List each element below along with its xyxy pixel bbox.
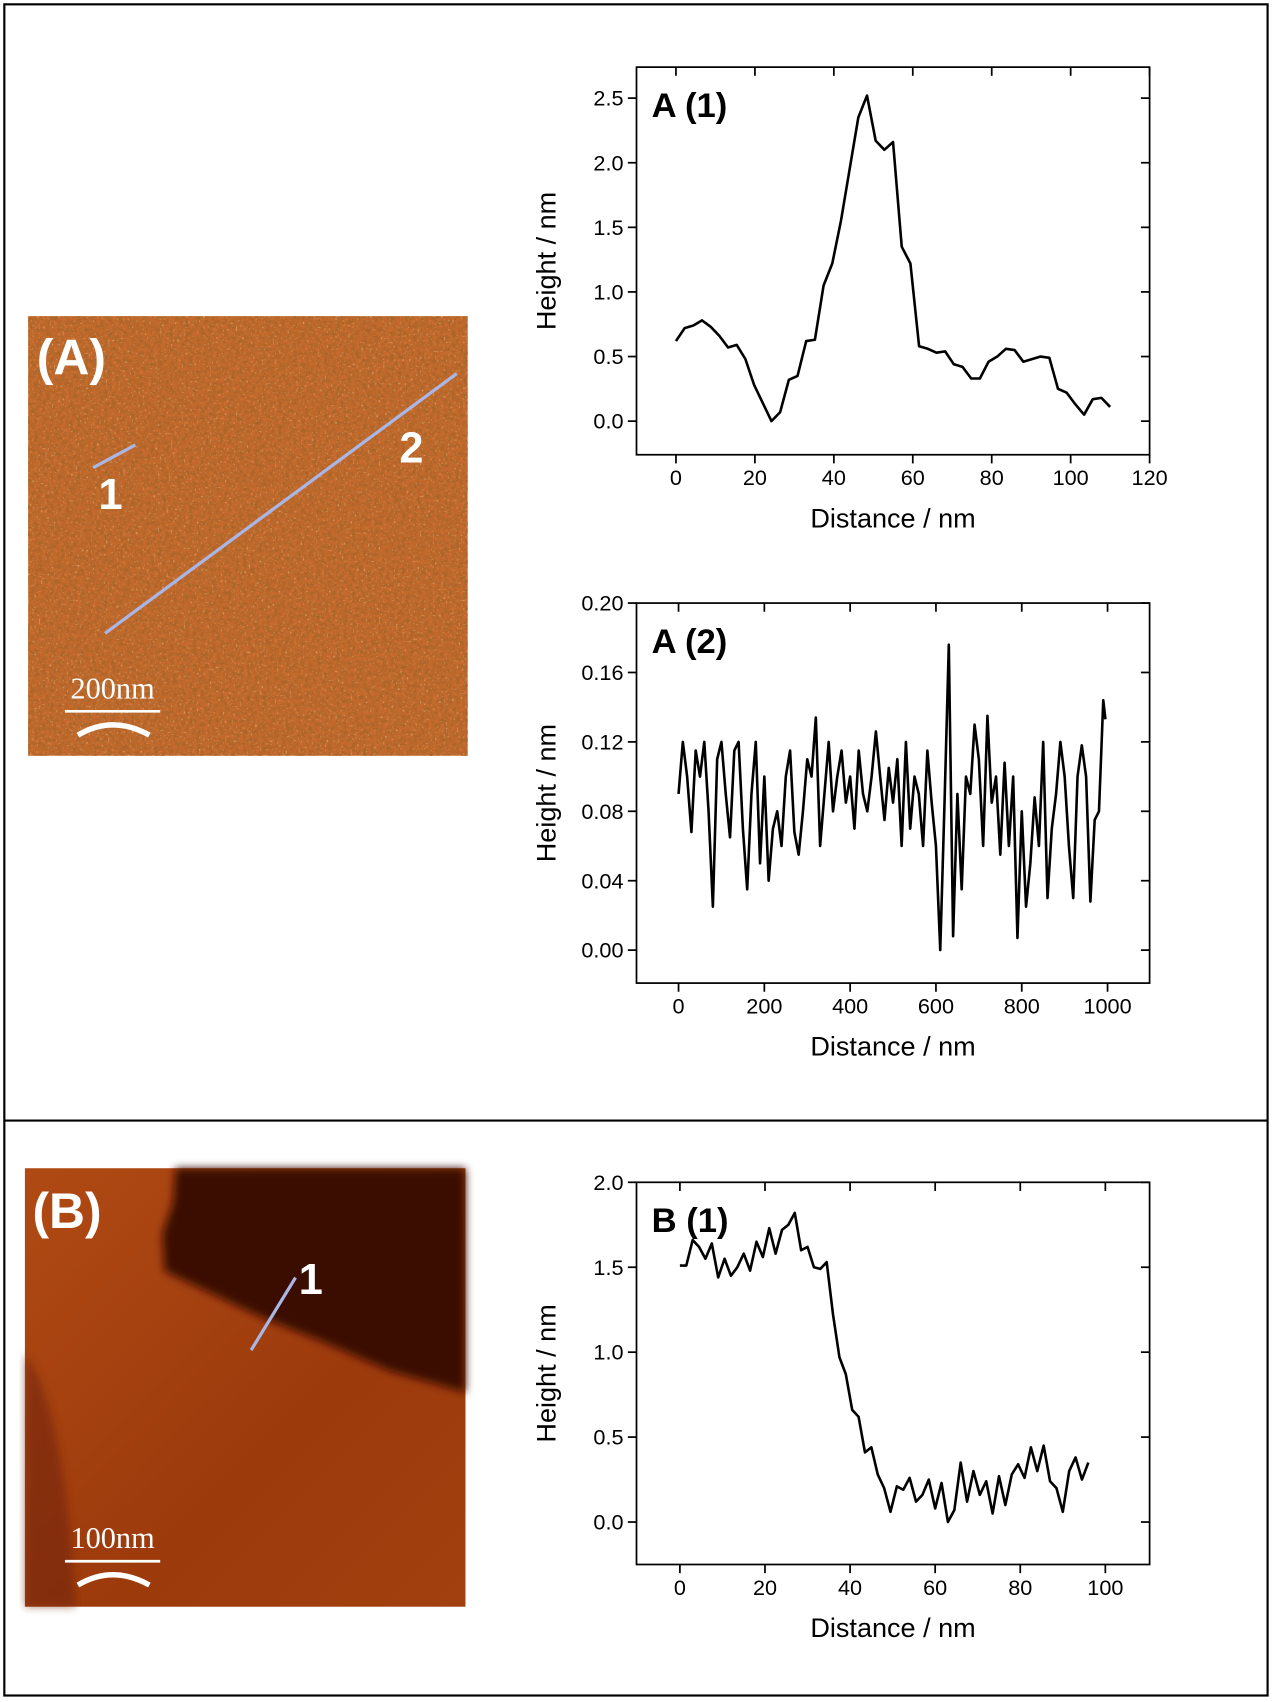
chart: 0 20 40 60 80 100 120 0.0 0.5 1.0 1.5 2.0 2.5 A (1) Di… — [531, 66, 1168, 533]
y-axis-label: Height / nm — [531, 1304, 561, 1442]
x-tick-label: 0 — [673, 993, 685, 1018]
data-line — [677, 643, 1107, 952]
x-tick-label: 800 — [1004, 993, 1040, 1018]
y-tick-label: 2.5 — [593, 86, 623, 111]
chart: 0 20 40 60 80 100 0.0 0.5 1.0 1.5 2.0 B (1) Distance… — [531, 1170, 1151, 1643]
y-tick-label: 1.5 — [593, 215, 623, 240]
x-tick-label: 400 — [832, 993, 868, 1018]
x-tick-label: 60 — [901, 465, 925, 490]
x-tick-label: 100 — [1087, 1575, 1123, 1600]
x-tick-label: 0 — [674, 1575, 686, 1600]
x-tick-label: 0 — [670, 465, 682, 490]
figure-border — [3, 3, 1269, 1697]
image-speckle — [28, 316, 468, 756]
x-tick-label: 100 — [1053, 465, 1089, 490]
scale-arc — [76, 722, 151, 738]
x-axis-label: Distance / nm — [810, 503, 975, 533]
x-tick-label: 600 — [918, 993, 954, 1018]
x-tick-label: 60 — [923, 1575, 947, 1600]
profile-line — [92, 443, 137, 470]
x-tick-label: 40 — [838, 1575, 862, 1600]
x-tick-label: 200 — [746, 993, 782, 1018]
y-axis-label: Height / nm — [531, 192, 561, 330]
y-tick-label: 0.0 — [593, 1510, 623, 1535]
y-tick-label: 0.20 — [581, 591, 623, 616]
y-tick-label: 0.04 — [581, 868, 623, 893]
y-tick-label: 0.16 — [581, 660, 623, 685]
afm-image-a: (A) 1 2 200nm — [28, 316, 468, 756]
y-tick-label: 0.5 — [593, 1425, 623, 1450]
profile-marker: 2 — [399, 424, 423, 472]
y-tick-label: 0.0 — [593, 409, 623, 434]
plot-frame — [635, 1181, 1151, 1566]
panel-title: A (2) — [652, 623, 728, 661]
y-tick-label: 0.5 — [593, 344, 623, 369]
x-axis-label: Distance / nm — [810, 1032, 975, 1062]
scale-arc — [76, 1572, 151, 1588]
image-terrace — [162, 1168, 466, 1393]
y-tick-label: 0.00 — [581, 938, 623, 963]
x-tick-label: 1000 — [1083, 993, 1131, 1018]
y-tick-label: 1.0 — [593, 280, 623, 305]
data-line — [679, 1211, 1090, 1524]
afm-image-b: (B) 1 100nm — [24, 1168, 466, 1607]
x-tick-label: 80 — [1008, 1575, 1032, 1600]
x-tick-label: 20 — [743, 465, 767, 490]
y-tick-label: 2.0 — [593, 150, 623, 175]
scale-bar-label: 100nm — [70, 1521, 155, 1555]
x-tick-label: 40 — [822, 465, 846, 490]
image-label: (B) — [32, 1183, 101, 1239]
y-tick-label: 2.0 — [593, 1170, 623, 1195]
y-tick-label: 1.5 — [593, 1255, 623, 1280]
panel-title: B (1) — [652, 1202, 729, 1240]
y-tick-label: 1.0 — [593, 1340, 623, 1365]
plot-frame — [635, 66, 1151, 456]
image-label: (A) — [37, 330, 106, 386]
plot-frame — [635, 602, 1151, 984]
x-axis-label: Distance / nm — [810, 1613, 975, 1643]
profile-line — [249, 1276, 297, 1351]
profile-marker: 1 — [99, 471, 123, 519]
panel-title: A (1) — [652, 87, 728, 125]
profile-marker: 1 — [299, 1256, 323, 1304]
x-tick-label: 80 — [980, 465, 1004, 490]
y-tick-label: 0.12 — [581, 729, 623, 754]
scale-bar-label: 200nm — [70, 671, 155, 705]
data-line — [674, 94, 1112, 423]
profile-line — [104, 372, 458, 635]
image-shadow — [24, 1353, 76, 1607]
y-tick-label: 0.08 — [581, 799, 623, 824]
x-tick-label: 20 — [753, 1575, 777, 1600]
chart: 0 200 400 600 800 1000 0.00 0.04 0.08 0.12 0.16 0.2… — [531, 591, 1151, 1062]
x-tick-label: 120 — [1132, 465, 1168, 490]
y-axis-label: Height / nm — [531, 724, 561, 862]
